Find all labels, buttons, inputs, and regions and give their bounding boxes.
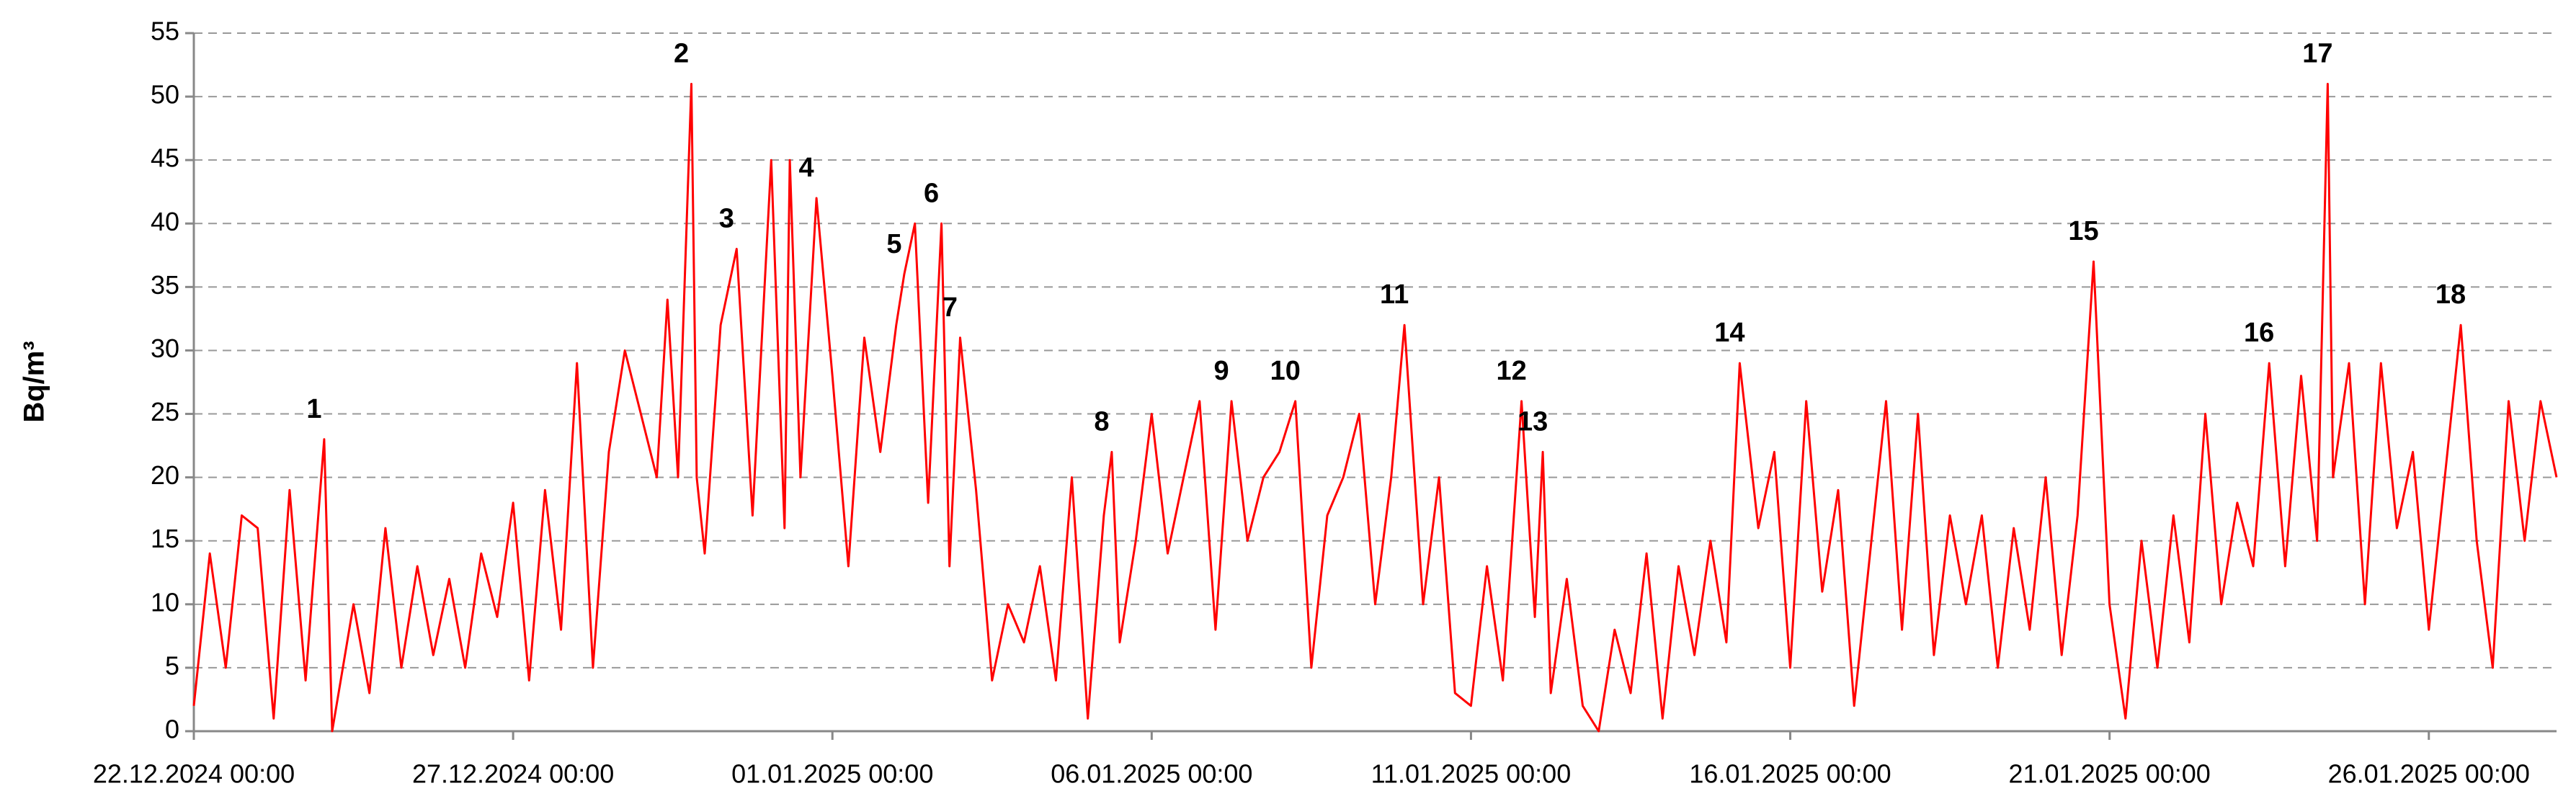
annotation: 14 [1714, 318, 1744, 348]
y-tick-label: 5 [165, 651, 179, 680]
x-tick-label: 27.12.2024 00:00 [412, 759, 614, 789]
annotation: 12 [1496, 356, 1526, 386]
annotation: 7 [942, 292, 958, 323]
y-tick-label: 55 [151, 17, 179, 46]
y-tick-label: 35 [151, 270, 179, 300]
x-tick-label: 16.01.2025 00:00 [1689, 759, 1891, 789]
annotation: 13 [1517, 406, 1548, 437]
x-tick-label: 01.01.2025 00:00 [731, 759, 933, 789]
y-tick-label: 15 [151, 524, 179, 553]
annotation: 16 [2244, 318, 2274, 348]
annotation: 4 [798, 153, 814, 183]
x-tick-label: 22.12.2024 00:00 [93, 759, 295, 789]
x-tick-label: 06.01.2025 00:00 [1051, 759, 1252, 789]
annotation: 6 [924, 178, 939, 208]
y-tick-label: 45 [151, 143, 179, 173]
annotation: 2 [674, 39, 689, 69]
x-tick-label: 11.01.2025 00:00 [1371, 759, 1572, 789]
annotation: 8 [1094, 406, 1109, 437]
annotation: 11 [1380, 280, 1409, 310]
annotation: 3 [719, 204, 734, 234]
y-tick-label: 40 [151, 207, 179, 236]
y-tick-label: 20 [151, 460, 179, 490]
y-axis-label: Bq/m³ [19, 341, 50, 422]
data-line [192, 83, 2558, 733]
y-tick-label: 0 [165, 715, 179, 744]
annotation: 9 [1214, 356, 1229, 386]
annotation: 10 [1270, 356, 1301, 386]
annotation: 15 [2068, 216, 2098, 246]
annotation: 18 [2435, 280, 2466, 310]
y-tick-label: 25 [151, 397, 179, 426]
y-tick-label: 10 [151, 587, 179, 617]
y-tick-label: 30 [151, 334, 179, 363]
x-tick-label: 26.01.2025 00:00 [2328, 759, 2530, 789]
x-tick-label: 21.01.2025 00:00 [2009, 759, 2211, 789]
y-tick-label: 50 [151, 80, 179, 109]
annotation: 17 [2302, 39, 2332, 69]
annotation: 5 [886, 229, 901, 259]
annotation: 1 [306, 394, 321, 424]
